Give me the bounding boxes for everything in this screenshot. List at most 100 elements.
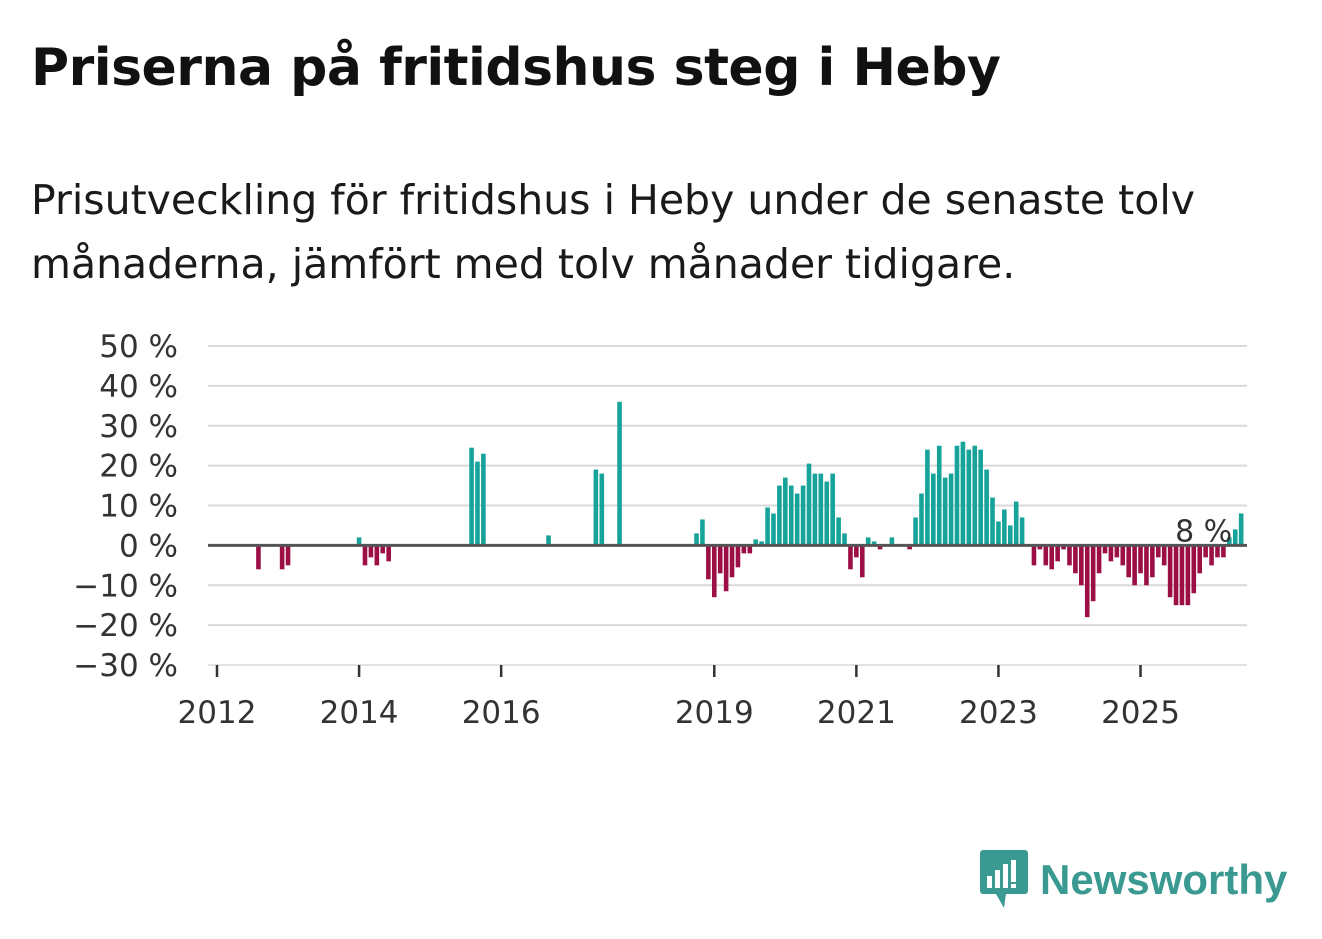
bar	[1167, 545, 1173, 598]
gridlines	[208, 345, 1247, 666]
bar	[1102, 545, 1108, 554]
y-tick-label: 20 %	[99, 449, 178, 485]
bar	[1079, 545, 1084, 586]
bar	[380, 545, 386, 554]
y-tick-label: 10 %	[99, 489, 178, 525]
bar	[1043, 545, 1049, 566]
bar	[1155, 545, 1161, 558]
y-tick-label: −20 %	[73, 608, 178, 644]
y-tick-label: −10 %	[73, 568, 178, 604]
bar	[960, 441, 966, 546]
bar	[1037, 545, 1043, 550]
bar	[735, 545, 741, 568]
bar	[919, 493, 924, 546]
bar	[990, 497, 995, 546]
bar	[806, 463, 812, 546]
last-value-annotation: 8 %	[1175, 514, 1232, 549]
bar	[812, 473, 818, 546]
bar	[1209, 545, 1214, 566]
bar	[1073, 545, 1078, 574]
bar	[777, 485, 782, 546]
bar	[1067, 545, 1072, 566]
bar	[1132, 545, 1137, 586]
chart-subtitle: Prisutveckling för fritidshus i Heby und…	[31, 176, 1195, 288]
brand-name: Newsworthy	[1040, 856, 1288, 903]
bar	[1173, 545, 1179, 606]
bar	[1126, 545, 1131, 578]
bar	[854, 545, 859, 558]
bar	[711, 545, 717, 598]
bar	[469, 447, 474, 546]
bar	[1191, 545, 1197, 594]
bar	[954, 445, 960, 546]
bar	[830, 473, 835, 546]
bar	[1238, 513, 1244, 546]
bar	[913, 517, 918, 546]
bar	[984, 469, 989, 546]
bar	[741, 545, 747, 554]
bar	[356, 537, 362, 546]
y-tick-label: 30 %	[99, 409, 178, 445]
bar	[368, 545, 374, 558]
y-axis-labels: 50 % 40 % 30 % 20 % 10 %0 % −10 % −20 % −30 %	[73, 329, 178, 684]
x-tick-label: 2021	[817, 695, 896, 731]
bar	[1203, 545, 1208, 558]
bar	[285, 545, 291, 566]
bar	[481, 453, 486, 546]
bar	[759, 541, 764, 546]
bar	[1232, 529, 1238, 546]
x-tick-label: 2016	[462, 695, 541, 731]
bar	[871, 541, 877, 546]
bar	[374, 545, 380, 566]
bar	[818, 473, 824, 546]
bar	[942, 477, 948, 546]
x-tick-label: 2025	[1101, 695, 1180, 731]
bar	[1185, 545, 1191, 606]
y-tick-label: 50 %	[99, 329, 178, 365]
bar	[593, 469, 599, 546]
y-tick-label: 0 %	[119, 528, 178, 564]
x-tick-label: 2012	[178, 695, 257, 731]
bar	[824, 481, 830, 546]
bar	[1019, 517, 1025, 546]
bar	[1215, 545, 1220, 558]
bar	[1197, 545, 1203, 574]
bar-chart: 50 % 40 % 30 % 20 % 10 %0 % −10 % −20 % −30 % 2…	[73, 329, 1247, 731]
chart-title: Priserna på fritidshus steg i Heby	[31, 38, 1001, 98]
bar	[972, 445, 978, 546]
bar	[1013, 501, 1019, 546]
bar	[889, 537, 895, 546]
bar	[1049, 545, 1055, 570]
bar	[723, 545, 729, 592]
bar	[1150, 545, 1155, 578]
bar	[747, 545, 753, 554]
bar	[717, 545, 723, 574]
bar	[617, 401, 622, 546]
bar	[859, 545, 865, 578]
bar	[996, 521, 1001, 546]
bar	[475, 461, 480, 546]
bar	[1096, 545, 1102, 574]
bar	[907, 545, 912, 550]
bar	[753, 539, 759, 546]
bar	[1221, 545, 1226, 558]
bar	[1144, 545, 1149, 586]
bar	[694, 533, 699, 546]
bar	[599, 473, 605, 546]
bars	[256, 401, 1244, 618]
bar	[877, 545, 883, 550]
bar	[966, 449, 972, 546]
y-tick-label: −30 %	[73, 648, 178, 684]
bar	[1227, 537, 1232, 546]
bar	[836, 517, 841, 546]
bar	[936, 445, 942, 546]
x-tick-label: 2023	[959, 695, 1038, 731]
logo-chart-icon	[980, 850, 1028, 908]
bar	[1084, 545, 1090, 618]
bar	[1120, 545, 1126, 566]
bar	[788, 485, 794, 546]
bar	[729, 545, 735, 578]
bar	[1161, 545, 1167, 566]
bar	[931, 473, 936, 546]
bar	[978, 449, 983, 546]
